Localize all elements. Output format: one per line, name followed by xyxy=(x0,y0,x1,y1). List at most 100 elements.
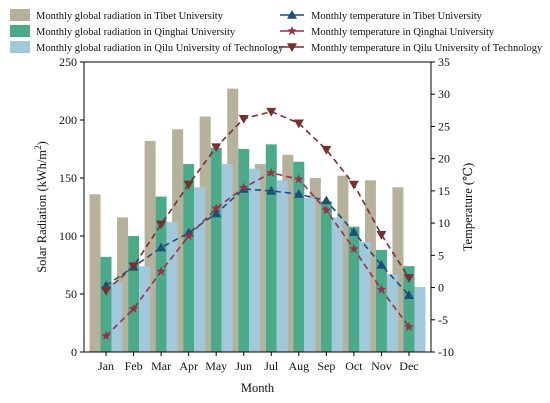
legend-label-bar-s3: Monthly global radiation in Qilu Univers… xyxy=(36,43,284,54)
bar-s1-aug xyxy=(282,154,294,352)
legend-label-bar-s2: Monthly global radiation in Qinghai Univ… xyxy=(36,27,236,38)
line-s2 xyxy=(105,171,410,337)
bar-s3-sep xyxy=(331,217,343,352)
bar-s3-oct xyxy=(359,241,371,352)
left-y-tick-label: 0 xyxy=(71,345,77,359)
marker-s3-mar xyxy=(156,220,167,230)
marker-s2-apr xyxy=(183,231,194,241)
x-tick-label: Sep xyxy=(317,359,335,373)
x-tick-label: Mar xyxy=(151,359,171,373)
left-y-tick-label: 250 xyxy=(59,55,77,69)
markers-layer xyxy=(101,107,414,340)
bar-s3-feb xyxy=(139,266,151,352)
left-y-axis-title-main: Solar Radiation (kWh/m xyxy=(35,150,49,273)
bar-s2-feb xyxy=(128,236,140,352)
bar-s2-oct xyxy=(348,226,360,352)
bar-s1-sep xyxy=(309,178,321,352)
x-tick-label: Feb xyxy=(125,359,143,373)
marker-s3-nov xyxy=(376,230,387,240)
legend-label-line-s1: Monthly temperature in Tibet University xyxy=(311,11,483,22)
bar-s1-dec xyxy=(392,187,404,352)
marker-s2-jan xyxy=(101,330,111,340)
bar-s3-may xyxy=(221,164,233,352)
legend-swatch-bar-s3 xyxy=(10,41,30,53)
x-tick-label: Nov xyxy=(371,359,392,373)
right-y-tick-label: -10 xyxy=(438,345,454,359)
marker-s2-nov xyxy=(376,284,387,294)
marker-s3-dec xyxy=(403,274,414,283)
marker-s2-jun xyxy=(238,182,249,192)
legend-marker-s2 xyxy=(287,26,297,36)
legend: Monthly global radiation in Tibet Univer… xyxy=(10,9,543,54)
bar-s2-apr xyxy=(183,164,195,352)
bar-s1-mar xyxy=(144,140,156,352)
marker-s2-sep xyxy=(321,205,332,215)
left-y-tick-label: 200 xyxy=(59,113,77,127)
bar-s2-mar xyxy=(155,196,167,352)
bar-s2-sep xyxy=(320,201,332,352)
marker-s1-jul xyxy=(266,185,277,195)
marker-s3-apr xyxy=(183,180,194,190)
bar-s1-oct xyxy=(337,175,349,352)
marker-s2-aug xyxy=(294,174,304,184)
marker-s1-dec xyxy=(403,290,414,300)
bar-s2-jun xyxy=(238,149,250,352)
marker-s2-jul xyxy=(266,167,277,177)
bar-s2-jul xyxy=(265,144,277,352)
bar-s2-aug xyxy=(293,161,305,352)
left-y-tick-label: 100 xyxy=(59,229,77,243)
marker-s1-aug xyxy=(293,189,304,198)
left-y-tick-label: 50 xyxy=(65,287,77,301)
bar-s3-jun xyxy=(249,168,261,352)
x-tick-label: Jun xyxy=(235,359,252,373)
bar-s2-dec xyxy=(403,266,415,352)
right-y-tick-label: 20 xyxy=(438,152,450,166)
marker-s2-feb xyxy=(128,303,139,313)
bar-s1-jul xyxy=(254,164,266,352)
x-tick-label: Jul xyxy=(264,359,279,373)
x-tick-label: Jan xyxy=(98,359,114,373)
marker-s3-aug xyxy=(293,119,304,129)
ticks-layer: Jan Feb Mar Apr May Jun Jul Aug Sep Oct Nov Dec0501… xyxy=(59,55,454,373)
bar-s3-mar xyxy=(166,222,178,352)
marker-s3-feb xyxy=(128,262,139,272)
marker-s3-sep xyxy=(321,145,332,155)
marker-s3-jun xyxy=(238,114,249,124)
bar-s1-apr xyxy=(172,129,184,352)
bar-s1-jan xyxy=(89,194,101,352)
legend-swatch-bar-s1 xyxy=(10,9,30,21)
marker-s3-jul xyxy=(266,107,277,117)
marker-s3-jan xyxy=(101,287,112,296)
x-tick-label: Apr xyxy=(179,359,198,373)
marker-s1-sep xyxy=(321,195,332,205)
right-y-tick-label: 5 xyxy=(438,248,444,262)
legend-label-bar-s1: Monthly global radiation in Tibet Univer… xyxy=(36,11,224,22)
legend-marker-s3 xyxy=(287,43,297,52)
right-y-tick-label: -5 xyxy=(438,313,448,327)
marker-s1-mar xyxy=(156,242,167,252)
left-y-tick-label: 150 xyxy=(59,171,77,185)
bar-s2-jan xyxy=(100,256,112,352)
bar-s1-nov xyxy=(364,180,376,352)
bars-layer xyxy=(89,88,426,353)
bar-s3-jan xyxy=(111,282,123,352)
marker-s1-may xyxy=(211,208,222,218)
bar-s1-may xyxy=(199,116,211,353)
legend-label-line-s3: Monthly temperature in Qilu University o… xyxy=(311,43,543,54)
marker-s2-may xyxy=(211,203,221,213)
right-y-axis-title: Temperature (℃) xyxy=(461,163,475,251)
x-axis-title: Month xyxy=(241,381,275,395)
left-y-axis-title-sup: 2 xyxy=(33,145,43,150)
line-s3 xyxy=(105,110,410,292)
bar-s3-nov xyxy=(386,274,398,352)
right-y-tick-label: 0 xyxy=(438,281,444,295)
marker-s3-oct xyxy=(348,180,359,190)
right-y-tick-label: 30 xyxy=(438,87,450,101)
left-y-axis-title-end: ) xyxy=(35,141,49,145)
right-y-tick-label: 10 xyxy=(438,216,450,230)
bar-s2-may xyxy=(210,147,222,352)
legend-swatch-bar-s2 xyxy=(10,25,30,37)
bar-s3-aug xyxy=(304,197,316,352)
left-y-axis-title: Solar Radiation (kWh/m2) xyxy=(33,141,49,273)
